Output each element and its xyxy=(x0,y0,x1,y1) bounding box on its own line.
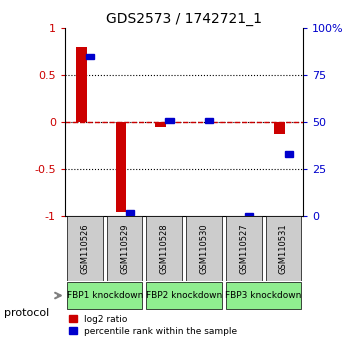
Text: GSM110528: GSM110528 xyxy=(160,223,169,274)
Bar xyxy=(76,47,87,122)
Bar xyxy=(274,122,285,133)
Text: GSM110531: GSM110531 xyxy=(279,223,288,274)
Bar xyxy=(146,216,182,281)
Bar xyxy=(126,210,134,215)
Text: FBP2 knockdown: FBP2 knockdown xyxy=(146,291,222,300)
Title: GDS2573 / 1742721_1: GDS2573 / 1742721_1 xyxy=(106,12,262,26)
Bar xyxy=(186,216,222,281)
Bar xyxy=(226,282,301,309)
Text: protocol: protocol xyxy=(4,308,49,318)
Bar xyxy=(67,282,142,309)
Bar xyxy=(67,216,103,281)
Text: FBP3 knockdown: FBP3 knockdown xyxy=(225,291,302,300)
Bar xyxy=(265,216,301,281)
Text: FBP1 knockdown: FBP1 knockdown xyxy=(66,291,143,300)
Bar xyxy=(146,282,222,309)
Bar xyxy=(284,152,293,157)
Bar xyxy=(245,213,253,219)
Bar xyxy=(205,118,213,123)
Bar xyxy=(165,118,174,123)
Text: GSM110526: GSM110526 xyxy=(81,223,89,274)
Bar xyxy=(86,54,94,59)
Bar xyxy=(116,122,126,212)
Text: GSM110527: GSM110527 xyxy=(239,223,248,274)
Text: GSM110530: GSM110530 xyxy=(200,223,208,274)
Legend: log2 ratio, percentile rank within the sample: log2 ratio, percentile rank within the s… xyxy=(70,315,237,336)
Text: GSM110529: GSM110529 xyxy=(120,223,129,274)
Bar xyxy=(107,216,142,281)
Bar xyxy=(226,216,261,281)
Bar xyxy=(155,122,166,127)
